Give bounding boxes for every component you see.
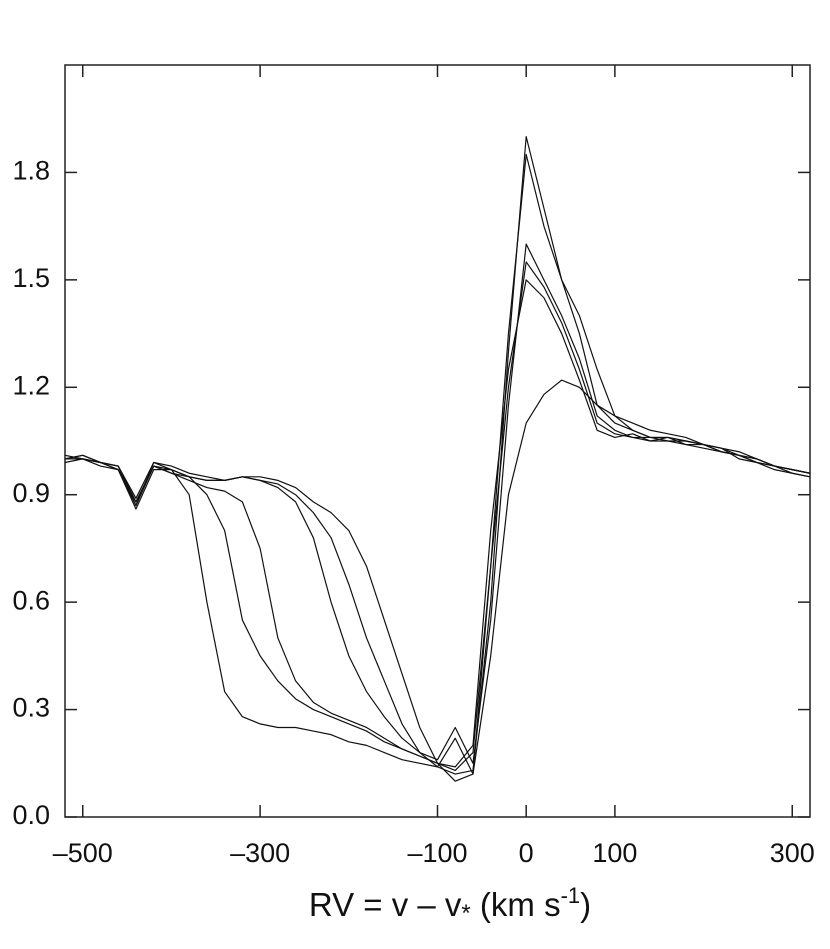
spectrum-line — [64, 243, 811, 764]
spectrum-line — [65, 379, 811, 782]
x-axis-label: RV = v – v* (km s-1) — [309, 883, 591, 928]
x-label-sup: -1 — [561, 883, 581, 908]
spectrum-line — [64, 279, 811, 768]
y-tick-label: 0.0 — [12, 800, 50, 830]
y-tick-label: 0.6 — [12, 585, 50, 615]
x-tick-label: 300 — [770, 838, 815, 868]
spectrum-line — [64, 136, 811, 775]
y-tick-label: 1.8 — [12, 156, 50, 186]
x-label-part: ) — [580, 886, 591, 923]
x-label-sub: * — [461, 900, 470, 927]
x-tick-label: 100 — [592, 838, 637, 868]
x-tick-label: –100 — [407, 838, 467, 868]
x-tick-label: –300 — [230, 838, 290, 868]
y-tick-label: 1.5 — [12, 263, 50, 293]
x-label-part: RV = v – v — [309, 886, 462, 923]
y-tick-label: 0.3 — [12, 693, 50, 723]
x-tick-label: –500 — [53, 838, 113, 868]
spectrum-line — [64, 153, 811, 775]
y-tick-label: 0.9 — [12, 478, 50, 508]
x-tick-label: 0 — [519, 838, 534, 868]
y-tick-label: 1.2 — [12, 370, 50, 400]
spectrum-line — [65, 261, 811, 772]
plot-frame — [64, 64, 811, 818]
x-label-part: (km s — [471, 886, 561, 923]
